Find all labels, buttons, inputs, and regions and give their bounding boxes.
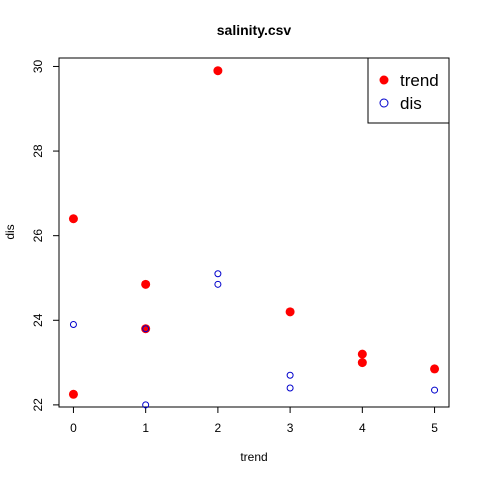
trend-point <box>357 358 367 368</box>
x-axis: 0 1 2 3 4 5 <box>70 407 438 435</box>
trend-point <box>68 214 78 224</box>
trend-point <box>213 66 223 76</box>
dis-point <box>214 280 222 288</box>
x-axis-label: trend <box>240 450 267 464</box>
legend: trend dis <box>367 57 450 124</box>
y-axis: 22 24 26 28 30 <box>31 59 59 412</box>
y-tick-label: 28 <box>31 144 45 158</box>
dis-point <box>431 386 439 394</box>
x-tick-label: 2 <box>215 421 222 435</box>
x-tick-label: 1 <box>142 421 149 435</box>
legend-label-dis: dis <box>400 94 422 113</box>
plot-frame <box>58 57 450 408</box>
trend-point <box>141 279 151 289</box>
legend-marker-dis <box>379 98 389 108</box>
dis-point <box>286 384 294 392</box>
dis-point <box>286 371 294 379</box>
y-tick-label: 30 <box>31 59 45 73</box>
legend-marker-trend <box>379 75 389 85</box>
trend-point <box>68 389 78 399</box>
chart-title: salinity.csv <box>217 22 292 38</box>
legend-box <box>367 57 450 124</box>
y-axis-label: dis <box>3 224 17 239</box>
dis-point <box>142 401 150 409</box>
x-tick-label: 4 <box>359 421 366 435</box>
y-tick-label: 26 <box>31 229 45 243</box>
x-tick-label: 5 <box>431 421 438 435</box>
dis-point <box>142 325 150 333</box>
y-tick-label: 22 <box>31 398 45 412</box>
dis-point <box>214 270 222 278</box>
dis-point <box>69 321 77 329</box>
x-tick-label: 0 <box>70 421 77 435</box>
legend-label-trend: trend <box>400 71 439 90</box>
y-tick-label: 24 <box>31 313 45 327</box>
data-points <box>68 66 440 409</box>
trend-point <box>357 349 367 359</box>
trend-point <box>430 364 440 374</box>
trend-point <box>285 307 295 317</box>
x-tick-label: 3 <box>287 421 294 435</box>
